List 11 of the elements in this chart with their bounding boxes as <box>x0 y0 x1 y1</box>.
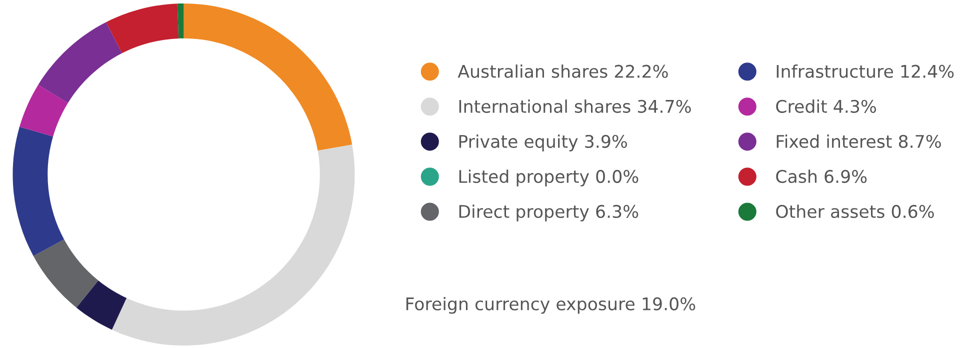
legend-label: Other assets 0.6% <box>776 204 934 218</box>
legend-label: Australian shares 22.2% <box>458 64 668 78</box>
legend-label: International shares 34.7% <box>459 100 691 113</box>
legend-label: Credit 4.3% <box>776 100 876 113</box>
legend-label: Private equity 3.9% <box>459 134 627 152</box>
legend-label: Fixed interest 8.7% <box>776 134 941 148</box>
legend-label: Cash 6.9% <box>776 170 867 184</box>
legend-label: Direct property 6.3% <box>459 204 638 222</box>
legend-label: Listed property 0.0% <box>459 170 638 186</box>
legend-label: Infrastructure 12.4% <box>776 64 954 78</box>
text: Foreign currency exposure 19.0% <box>406 296 696 314</box>
